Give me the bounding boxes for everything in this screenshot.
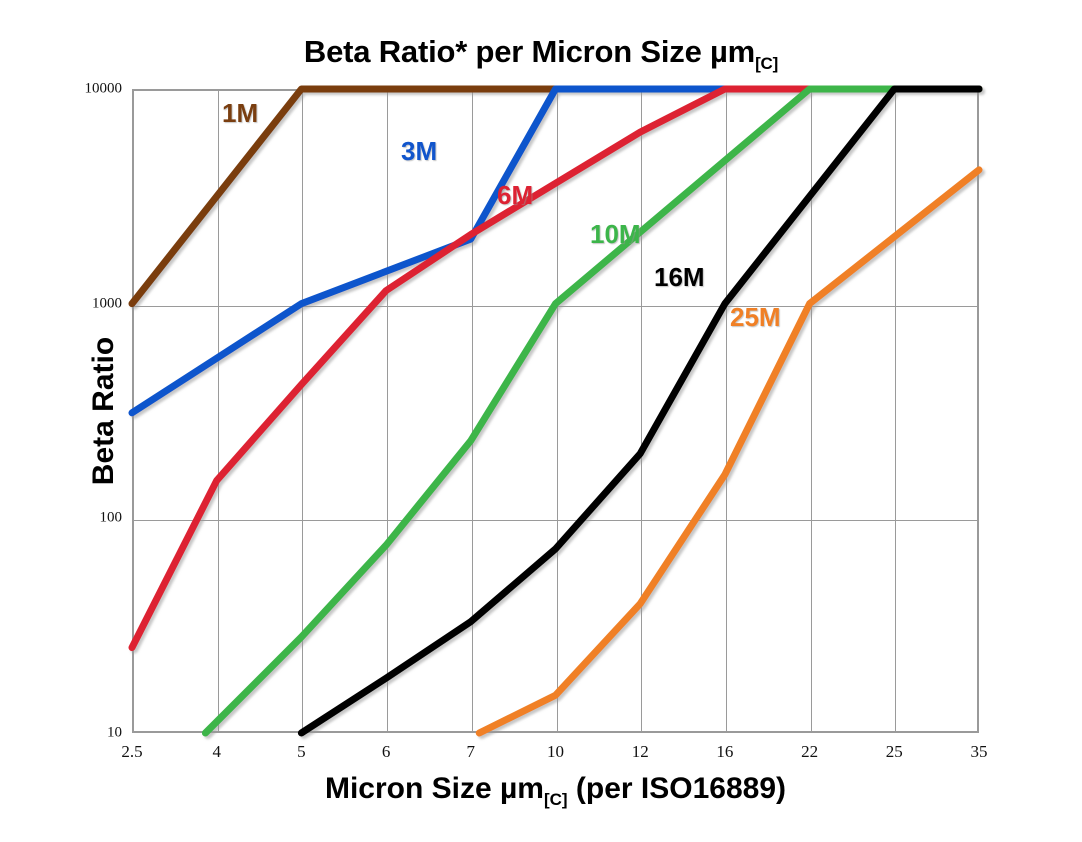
gridline-vertical: [556, 91, 558, 731]
gridline-vertical: [387, 91, 389, 731]
chart-title: Beta Ratio* per Micron Size µm[C]: [0, 34, 1082, 74]
chart-title-subscript: [C]: [755, 54, 779, 74]
gridline-vertical: [895, 91, 897, 731]
x-tick-label: 16: [716, 742, 734, 761]
series-label-16m: 16M: [654, 262, 705, 292]
x-tick-label: 2.5: [121, 742, 143, 761]
series-label-6m: 6M: [497, 180, 534, 210]
x-tick-label: 5: [297, 742, 306, 761]
series-line-16m: [297, 85, 983, 737]
y-tick-label: 10: [107, 724, 122, 741]
plot-area: [132, 89, 979, 733]
series-label-25m: 25M: [730, 302, 781, 332]
x-tick-label: 12: [631, 742, 649, 761]
series-line-3m: [128, 85, 983, 417]
series-label-10m: 10M: [590, 219, 641, 249]
chart-title-text: Beta Ratio* per Micron Size µm: [303, 34, 756, 69]
x-axis-title: Micron Size µm[C] (per ISO16889): [132, 772, 979, 810]
series-label-3m: 3M: [401, 136, 438, 166]
gridline-vertical: [217, 91, 219, 731]
series-label-1m: 1M: [222, 98, 259, 128]
gridline-vertical: [725, 91, 727, 731]
x-tick-label: 7: [466, 742, 476, 761]
y-tick-label: 1000: [92, 295, 122, 312]
x-tick-label: 25: [885, 742, 903, 761]
x-tick-label: 22: [801, 742, 819, 761]
series-line-10m: [201, 85, 983, 737]
y-tick-label: 100: [99, 509, 123, 526]
series-line-25m: [475, 166, 983, 737]
gridline-vertical: [810, 91, 812, 731]
y-axis-title: Beta Ratio: [87, 336, 120, 486]
x-tick-label: 10: [547, 742, 564, 761]
x-axis-title-tail: (per ISO16889): [567, 772, 787, 805]
gridline-vertical: [302, 91, 304, 731]
x-tick-label: 6: [381, 742, 391, 761]
x-tick-label: 4: [212, 742, 221, 761]
y-axis-title-holder: Beta Ratio: [14, 89, 120, 733]
series-line-6m: [128, 85, 983, 652]
gridline-vertical: [641, 91, 643, 731]
gridline-vertical: [471, 91, 473, 731]
x-axis-title-subscript: [C]: [543, 790, 568, 809]
x-tick-label: 35: [970, 742, 988, 761]
y-tick-label: 10000: [84, 80, 123, 97]
gridline-horizontal: [134, 520, 977, 522]
x-axis-title-main: Micron Size µm: [324, 772, 544, 805]
